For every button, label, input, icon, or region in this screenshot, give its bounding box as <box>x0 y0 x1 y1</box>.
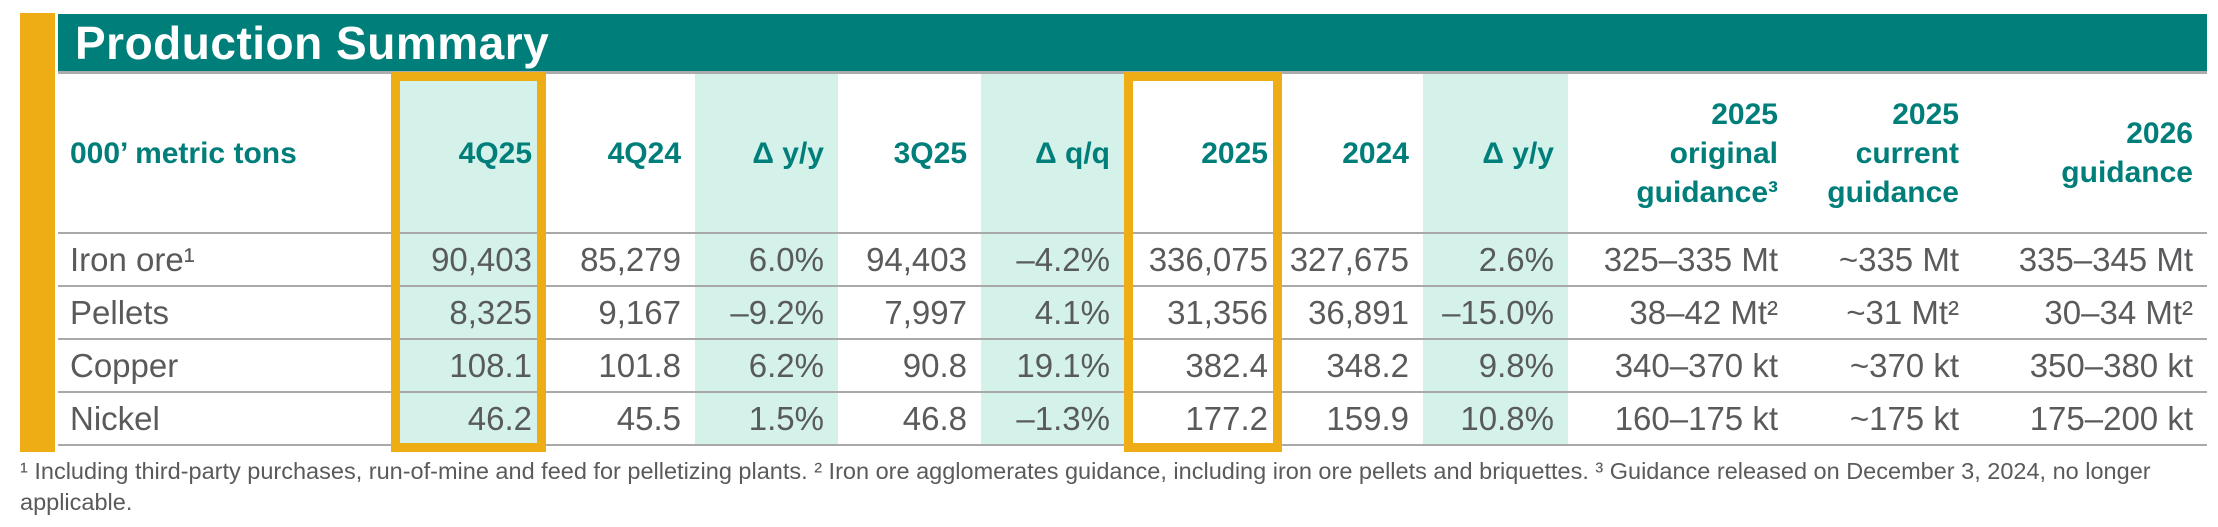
column-header-2026-guidance: 2026 guidance <box>2061 117 2193 189</box>
footnotes: ¹ Including third-party purchases, run-o… <box>20 458 2151 515</box>
cell-delta-yy-year: 9.8% <box>1423 340 1568 391</box>
cell-2025-original-guidance: 38–42 Mt² <box>1629 293 1778 331</box>
cell-delta-qq: 4.1% <box>981 287 1124 338</box>
cell-2026-guidance: 350–380 kt <box>2029 346 2193 384</box>
cell-2026-guidance: 335–345 Mt <box>2018 240 2193 278</box>
table-row-pellets: Pellets 8,325 9,167 –9.2% 7,997 4.1% 31,… <box>58 285 2207 338</box>
column-header-delta-yy-quarter: Δ y/y <box>695 74 838 232</box>
cell-4q25: 90,403 <box>391 234 546 285</box>
production-table: 000’ metric tons 4Q25 4Q24 Δ y/y 3Q25 Δ … <box>58 72 2207 452</box>
column-header-3q25: 3Q25 <box>893 136 967 170</box>
cell-2025-original-guidance: 340–370 kt <box>1614 346 1778 384</box>
accent-bar <box>20 13 55 452</box>
cell-4q25: 46.2 <box>391 393 546 444</box>
cell-2024: 36,891 <box>1308 293 1409 331</box>
cell-4q24: 101.8 <box>598 346 681 384</box>
cell-2025-original-guidance: 325–335 Mt <box>1603 240 1778 278</box>
cell-2024: 159.9 <box>1326 399 1409 437</box>
cell-4q25: 8,325 <box>391 287 546 338</box>
cell-2026-guidance: 175–200 kt <box>2029 399 2193 437</box>
title-bar: Production Summary <box>58 14 2207 71</box>
cell-delta-yy-quarter: 6.0% <box>695 234 838 285</box>
cell-2024: 327,675 <box>1289 240 1409 278</box>
cell-delta-yy-year: 10.8% <box>1423 393 1568 444</box>
column-header-delta-yy-year: Δ y/y <box>1423 74 1568 232</box>
cell-4q24: 85,279 <box>580 240 681 278</box>
cell-3q25: 94,403 <box>866 240 967 278</box>
cell-4q24: 9,167 <box>598 293 681 331</box>
cell-3q25: 7,997 <box>884 293 967 331</box>
table-row-nickel: Nickel 46.2 45.5 1.5% 46.8 –1.3% 177.2 1… <box>58 391 2207 446</box>
column-header-2024: 2024 <box>1342 136 1409 170</box>
cell-4q25: 108.1 <box>391 340 546 391</box>
cell-2025-current-guidance: ~175 kt <box>1849 399 1959 437</box>
row-label: Iron ore¹ <box>70 240 195 278</box>
cell-delta-qq: –1.3% <box>981 393 1124 444</box>
cell-4q24: 45.5 <box>616 399 681 437</box>
cell-3q25: 46.8 <box>902 399 967 437</box>
cell-2025: 336,075 <box>1148 240 1268 278</box>
row-label: Copper <box>70 346 179 384</box>
cell-delta-yy-year: –15.0% <box>1423 287 1568 338</box>
cell-2025: 177.2 <box>1185 399 1268 437</box>
cell-delta-yy-quarter: –9.2% <box>695 287 838 338</box>
cell-delta-qq: 19.1% <box>981 340 1124 391</box>
column-header-4q25: 4Q25 <box>391 74 546 232</box>
table-header-row: 000’ metric tons 4Q25 4Q24 Δ y/y 3Q25 Δ … <box>58 74 2207 232</box>
cell-2025-current-guidance: ~31 Mt² <box>1846 293 1959 331</box>
column-header-2025-current-guidance: 2025 current guidance <box>1827 97 1959 209</box>
column-header-4q24: 4Q24 <box>607 136 681 170</box>
column-header-delta-qq: Δ q/q <box>981 74 1124 232</box>
cell-3q25: 90.8 <box>902 346 967 384</box>
column-header-2025-original-guidance: 2025 original guidance³ <box>1636 97 1778 209</box>
cell-2025-original-guidance: 160–175 kt <box>1614 399 1778 437</box>
table-row-copper: Copper 108.1 101.8 6.2% 90.8 19.1% 382.4… <box>58 338 2207 391</box>
cell-2025: 31,356 <box>1167 293 1268 331</box>
cell-delta-qq: –4.2% <box>981 234 1124 285</box>
column-header-2025: 2025 <box>1201 136 1268 170</box>
cell-delta-yy-quarter: 1.5% <box>695 393 838 444</box>
page-title: Production Summary <box>75 16 550 69</box>
row-label: Nickel <box>70 399 160 437</box>
cell-delta-yy-year: 2.6% <box>1423 234 1568 285</box>
cell-2024: 348.2 <box>1326 346 1409 384</box>
table-panel: Production Summary 000’ metric tons 4Q25… <box>58 14 2207 452</box>
cell-2026-guidance: 30–34 Mt² <box>2044 293 2193 331</box>
cell-2025: 382.4 <box>1185 346 1268 384</box>
cell-2025-current-guidance: ~335 Mt <box>1838 240 1959 278</box>
column-header-unit: 000’ metric tons <box>70 136 297 170</box>
cell-delta-yy-quarter: 6.2% <box>695 340 838 391</box>
cell-2025-current-guidance: ~370 kt <box>1849 346 1959 384</box>
row-label: Pellets <box>70 293 170 331</box>
table-row-iron-ore: Iron ore¹ 90,403 85,279 6.0% 94,403 –4.2… <box>58 232 2207 285</box>
